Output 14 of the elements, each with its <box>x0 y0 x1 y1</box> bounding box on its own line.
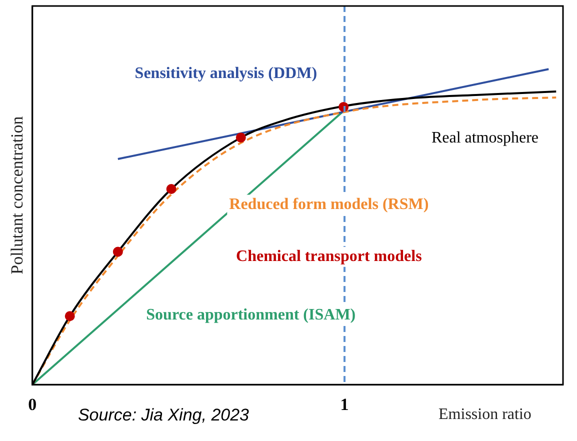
source-note: Source: Jia Xing, 2023 <box>78 405 250 424</box>
point <box>166 184 176 194</box>
point <box>112 246 123 257</box>
y-axis-title: Pollutant concentration <box>8 116 27 274</box>
x-axis-title: Emission ratio <box>438 406 532 423</box>
series-label: Source apportionment (ISAM) <box>146 306 356 324</box>
point <box>236 132 246 143</box>
x-tick-label: 1 <box>340 395 349 414</box>
text: Sensitivity analysis (DDM) <box>134 64 318 82</box>
x-tick-label: 0 <box>28 395 37 414</box>
point <box>64 311 75 322</box>
text: Chemical transport models <box>236 248 422 265</box>
text: Reduced form models (RSM) <box>229 196 429 213</box>
text: Real atmosphere <box>431 130 539 147</box>
